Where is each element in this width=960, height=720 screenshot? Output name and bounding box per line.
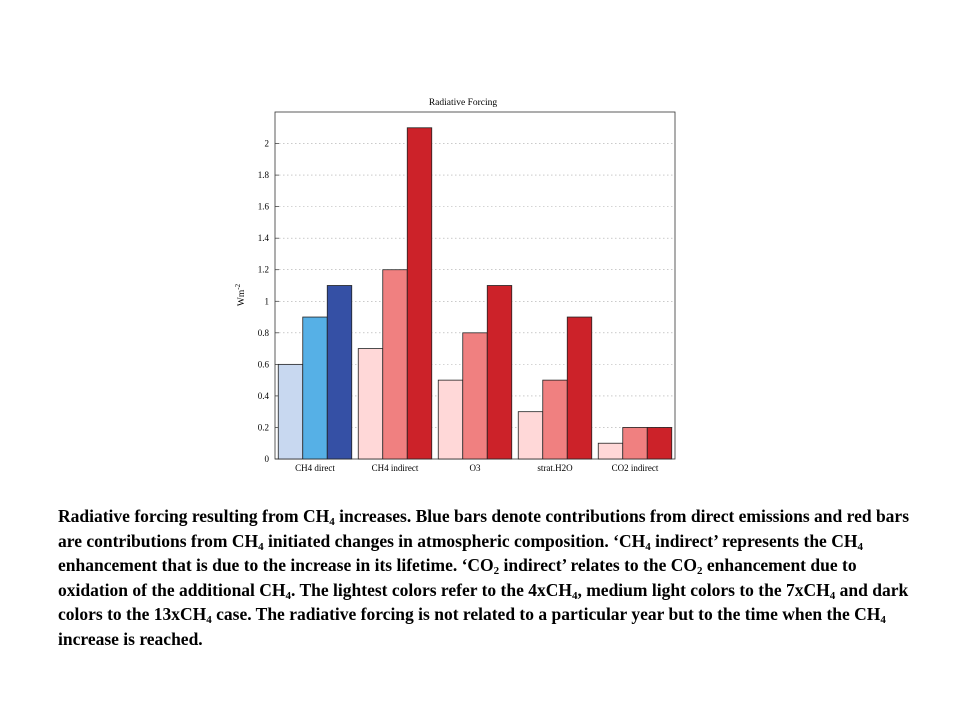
caption-subscript: 4 <box>829 589 836 602</box>
y-tick-label: 1.8 <box>258 170 270 180</box>
bar <box>622 427 648 460</box>
bar <box>437 379 464 460</box>
y-tick-label: 0.8 <box>258 328 270 338</box>
y-tick-label: 0.6 <box>258 359 270 369</box>
bar <box>517 411 544 460</box>
caption-subscript: 4 <box>206 614 212 627</box>
y-tick-label: 0 <box>265 454 270 464</box>
bar <box>542 379 568 460</box>
caption-subscript: 4 <box>880 614 886 627</box>
figure-caption: Radiative forcing resulting from CH4 inc… <box>58 504 918 652</box>
bar <box>357 348 384 460</box>
bar <box>486 285 513 460</box>
x-tick-label: CH4 direct <box>295 463 335 473</box>
caption-text: indirect’ represents the CH <box>650 530 858 551</box>
caption-subscript: 4 <box>857 540 863 553</box>
y-axis-label-unit: Wm <box>237 289 247 306</box>
caption-text: initiated changes in atmospheric composi… <box>263 530 646 551</box>
bar <box>302 316 328 460</box>
caption-text: increase is reached. <box>58 628 203 649</box>
y-tick-label: 1.4 <box>258 233 270 243</box>
y-tick-label: 1 <box>265 296 270 306</box>
y-tick-label: 1.2 <box>258 265 269 275</box>
y-tick-label: 1.6 <box>258 202 270 212</box>
y-axis-label-exponent: -2 <box>234 283 242 289</box>
svg-text:Wm-2: Wm-2 <box>234 283 247 306</box>
caption-subscript: 4 <box>645 540 651 553</box>
caption-text: enhancement due to oxidation of the addi… <box>58 555 857 600</box>
caption-subscript: 2 <box>696 565 703 578</box>
y-tick-label: 0.2 <box>258 422 269 432</box>
y-tick-label: 0.4 <box>258 391 270 401</box>
bar <box>326 285 353 460</box>
caption-text: indirect’ relates to the CO <box>499 555 697 576</box>
y-axis-label: Wm-2 <box>234 283 247 306</box>
caption-text: case. The radiative forcing is not relat… <box>211 604 881 625</box>
caption-text: Radiative forcing resulting from CH <box>58 506 330 526</box>
caption-subscript: 4 <box>571 589 578 602</box>
x-tick-label: CH4 indirect <box>372 463 419 473</box>
x-tick-label: strat.H2O <box>537 463 573 473</box>
bar <box>566 316 593 460</box>
plot-area: 0 0.2 0.4 0.6 0.8 1 1.2 1.4 1.6 1.8 2 CH4 direct CH4… <box>258 111 676 473</box>
x-tick-label: O3 <box>470 463 481 473</box>
bar <box>646 427 673 460</box>
y-tick-label: 2 <box>265 139 270 149</box>
caption-text: increases. Blue bars denote contribution… <box>58 506 910 551</box>
bar <box>597 442 624 460</box>
bar <box>462 332 488 460</box>
caption-subscript: 4 <box>258 540 264 553</box>
caption-subscript: 4 <box>285 589 292 602</box>
x-tick-label: CO2 indirect <box>612 463 659 473</box>
bar <box>382 269 408 460</box>
caption-subscript: 2 <box>493 565 500 578</box>
caption-text: . The lightest colors refer to the 4xCH <box>291 579 572 600</box>
chart-title: Radiative Forcing <box>429 98 498 108</box>
bar <box>406 127 433 460</box>
bar <box>277 363 304 460</box>
caption-text: , medium light colors to the 7xCH <box>577 579 830 600</box>
caption-subscript: 4 <box>329 516 335 528</box>
caption-text: enhancement that is due to the increase … <box>58 555 494 576</box>
radiative-forcing-chart: Radiative Forcing Wm-2 0 0.2 0.4 0.6 0.8 1 1.2… <box>234 98 676 473</box>
caption-text: and dark colors to the 13xCH <box>58 579 909 625</box>
